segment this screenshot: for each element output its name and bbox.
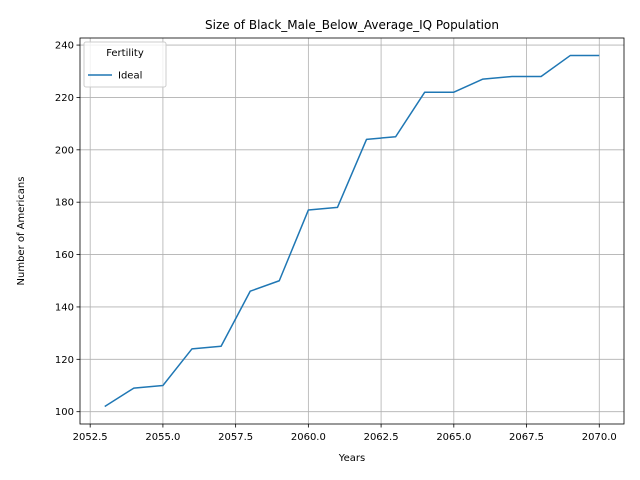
x-tick-label: 2057.5 bbox=[218, 432, 253, 443]
x-tick-label: 2062.5 bbox=[364, 432, 399, 443]
x-axis-ticks: 2052.5 2055.0 2057.5 2060.0 2062.5 2065.0 2067… bbox=[73, 424, 617, 443]
plot-frame bbox=[79, 37, 625, 425]
x-tick-label: 2055.0 bbox=[145, 432, 180, 443]
y-axis-label: Number of Americans bbox=[16, 177, 27, 286]
x-tick-label: 2052.5 bbox=[73, 432, 108, 443]
y-axis-ticks: 100 120 140 160 180 200 220 240 bbox=[55, 41, 80, 418]
legend-title: Fertility bbox=[106, 48, 144, 59]
x-tick-label: 2070.0 bbox=[582, 432, 617, 443]
y-tick-label: 220 bbox=[55, 93, 74, 104]
legend: Fertility Ideal bbox=[83, 41, 167, 88]
y-tick-label: 180 bbox=[55, 198, 74, 209]
series-lines bbox=[104, 54, 600, 408]
x-tick-label: 2060.0 bbox=[291, 432, 326, 443]
series-line-ideal bbox=[104, 54, 600, 408]
grid-lines bbox=[80, 38, 624, 424]
y-tick-label: 240 bbox=[55, 41, 74, 52]
y-tick-label: 160 bbox=[55, 250, 74, 261]
x-tick-label: 2067.5 bbox=[509, 432, 544, 443]
y-tick-label: 100 bbox=[55, 407, 74, 418]
x-axis-label: Years bbox=[338, 453, 365, 464]
y-tick-label: 120 bbox=[55, 355, 74, 366]
y-tick-label: 200 bbox=[55, 145, 74, 156]
x-tick-label: 2065.0 bbox=[436, 432, 471, 443]
y-tick-label: 140 bbox=[55, 302, 74, 313]
chart-title: Size of Black_Male_Below_Average_IQ Popu… bbox=[205, 18, 499, 32]
legend-entry-ideal: Ideal bbox=[118, 71, 142, 82]
